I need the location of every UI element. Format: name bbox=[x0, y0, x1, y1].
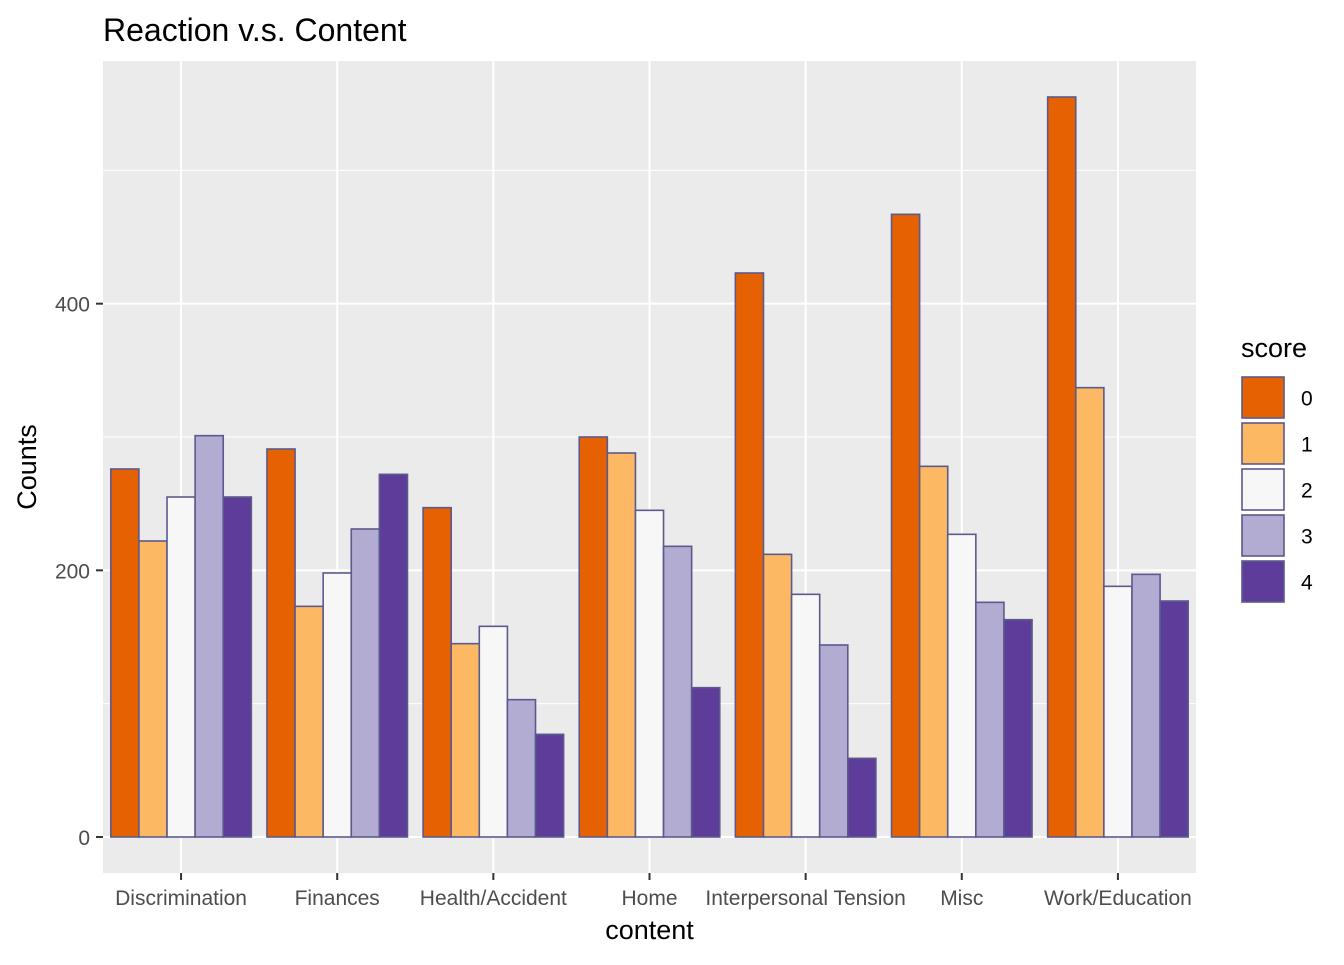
bar-misc-score-0 bbox=[890, 213, 921, 838]
bar-finances-score-3 bbox=[350, 528, 381, 838]
legend-label-2: 2 bbox=[1301, 480, 1313, 503]
bar-misc-score-2 bbox=[946, 533, 977, 838]
bar-interpersonal-tension-score-2 bbox=[790, 593, 821, 838]
y-tick-label: 200 bbox=[55, 560, 90, 583]
y-axis-title: Counts bbox=[12, 424, 42, 510]
legend-key-1 bbox=[1241, 422, 1285, 465]
bar-health-accident-score-2 bbox=[478, 625, 509, 838]
legend-key-2 bbox=[1241, 468, 1285, 511]
bar-health-accident-score-3 bbox=[506, 698, 537, 838]
bar-home-score-1 bbox=[606, 452, 637, 838]
bar-home-score-4 bbox=[690, 686, 721, 838]
x-axis: Discrimination Finances Health/Accident Hom… bbox=[115, 873, 1192, 910]
bar-misc-score-1 bbox=[918, 465, 949, 838]
bar-home-score-0 bbox=[578, 436, 609, 838]
x-tick-label: Home bbox=[621, 887, 677, 910]
legend-key-0 bbox=[1241, 376, 1285, 419]
bar-finances-score-4 bbox=[378, 473, 409, 838]
x-axis-title: content bbox=[605, 915, 694, 945]
legend-key-4 bbox=[1241, 560, 1285, 603]
bar-discrimination-score-2 bbox=[166, 496, 196, 838]
bar-work-education-score-2 bbox=[1103, 585, 1133, 838]
bar-finances-score-0 bbox=[266, 448, 296, 838]
x-tick-label: Discrimination bbox=[115, 887, 247, 910]
bar-work-education-score-0 bbox=[1046, 96, 1077, 838]
bar-work-education-score-3 bbox=[1131, 573, 1161, 838]
bar-misc-score-4 bbox=[1003, 618, 1033, 838]
bar-interpersonal-tension-score-1 bbox=[762, 553, 793, 838]
bar-work-education-score-4 bbox=[1159, 600, 1189, 838]
bar-interpersonal-tension-score-3 bbox=[818, 644, 849, 838]
bar-home-score-3 bbox=[662, 545, 693, 838]
x-tick-label: Misc bbox=[940, 887, 983, 910]
legend-key-3 bbox=[1241, 514, 1285, 557]
bar-interpersonal-tension-score-0 bbox=[734, 272, 765, 838]
bars-layer bbox=[110, 96, 1189, 838]
bar-discrimination-score-3 bbox=[194, 434, 225, 838]
bar-interpersonal-tension-score-4 bbox=[847, 757, 877, 838]
bar-finances-score-1 bbox=[294, 605, 324, 838]
bar-work-education-score-1 bbox=[1074, 386, 1105, 838]
x-tick-label: Interpersonal Tension bbox=[705, 887, 905, 910]
x-tick-label: Work/Education bbox=[1044, 887, 1192, 910]
bar-discrimination-score-0 bbox=[110, 468, 140, 838]
legend-label-4: 4 bbox=[1301, 572, 1313, 595]
bar-health-accident-score-4 bbox=[534, 733, 565, 838]
bar-finances-score-2 bbox=[322, 572, 353, 838]
legend-title: score bbox=[1241, 333, 1307, 363]
bar-discrimination-score-1 bbox=[138, 540, 168, 838]
y-tick-label: 0 bbox=[78, 827, 90, 850]
y-axis: 0 200 400 bbox=[55, 294, 103, 850]
legend-label-1: 1 bbox=[1301, 434, 1313, 457]
bar-home-score-2 bbox=[634, 509, 665, 838]
bar-health-accident-score-1 bbox=[450, 642, 481, 838]
legend-label-3: 3 bbox=[1301, 526, 1313, 549]
bar-health-accident-score-0 bbox=[422, 506, 452, 838]
x-tick-label: Finances bbox=[295, 887, 380, 910]
x-tick-label: Health/Accident bbox=[420, 887, 567, 910]
bar-discrimination-score-4 bbox=[222, 496, 253, 838]
legend-label-0: 0 bbox=[1301, 388, 1313, 411]
bar-misc-score-3 bbox=[975, 601, 1005, 838]
y-tick-label: 400 bbox=[55, 294, 90, 317]
legend: score 0 1 2 3 4 bbox=[1241, 333, 1313, 603]
chart-title: Reaction v.s. Content bbox=[103, 12, 407, 48]
